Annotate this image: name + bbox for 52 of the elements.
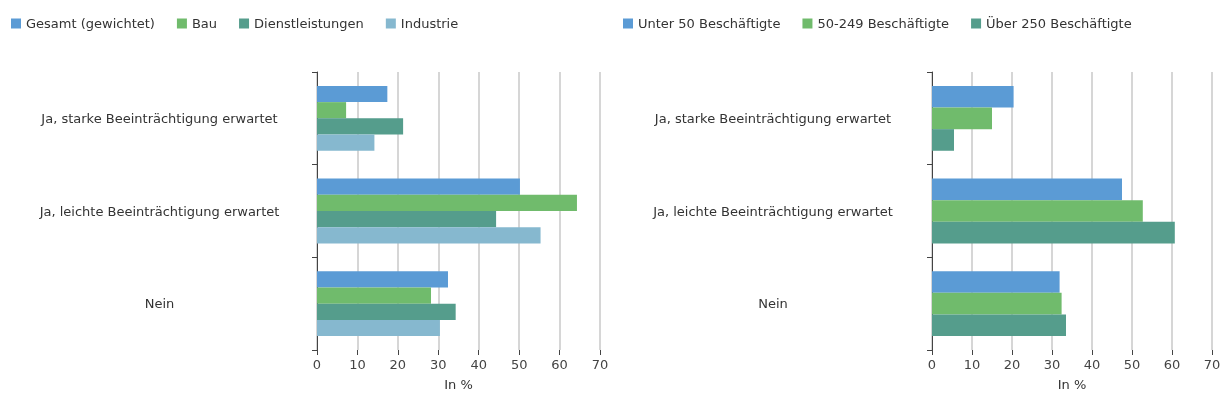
y-tick-label: Nein — [144, 296, 175, 312]
bar — [317, 319, 440, 337]
legend-label: Unter 50 Beschäftigte — [638, 16, 781, 31]
x-tick-label: 70 — [1203, 357, 1221, 372]
bar — [932, 129, 954, 151]
bar — [317, 271, 448, 288]
bar — [317, 102, 347, 119]
legend-label: Über 250 Beschäftigte — [986, 15, 1132, 31]
bar — [317, 303, 456, 320]
bar — [317, 85, 388, 103]
bar — [317, 134, 375, 151]
x-tick-label: 20 — [1003, 357, 1021, 372]
bar — [317, 227, 541, 244]
y-tick-label: Ja, starke Beeinträchtigung erwartet — [653, 110, 892, 126]
bar — [932, 221, 1175, 244]
legend-label: Bau — [191, 16, 218, 31]
bar — [932, 200, 1143, 222]
x-tick-label: 20 — [389, 357, 407, 372]
bar — [932, 314, 1066, 337]
bar — [932, 178, 1122, 201]
bar — [317, 178, 520, 195]
y-tick-label: Ja, starke Beeinträchtigung erwartet — [40, 110, 278, 126]
bar — [317, 287, 432, 304]
x-tick-label: 0 — [312, 357, 322, 372]
bar — [317, 118, 404, 135]
bar — [932, 271, 1060, 293]
x-tick-label: 30 — [1043, 357, 1061, 372]
x-axis-title: In % — [444, 377, 473, 392]
bar — [932, 107, 992, 130]
x-tick-label: 60 — [551, 357, 568, 372]
legend-label: 50-249 Beschäftigte — [817, 16, 950, 31]
x-tick-label: 50 — [1123, 357, 1141, 372]
y-tick-label: Ja, leichte Beeinträchtigung erwartet — [652, 203, 893, 219]
x-tick-label: 10 — [349, 357, 366, 372]
bar — [317, 211, 497, 228]
x-tick-label: 70 — [591, 357, 609, 372]
x-tick-label: 40 — [470, 357, 487, 372]
y-tick-label: Nein — [758, 296, 788, 312]
legend-label: Gesamt (gewichtet) — [26, 16, 155, 31]
x-axis-title: In % — [1057, 377, 1087, 392]
bar — [317, 194, 577, 211]
legend-label: Dienstleistungen — [254, 16, 364, 31]
x-tick-label: 30 — [430, 357, 447, 372]
legend-label: Industrie — [400, 16, 459, 31]
x-tick-label: 60 — [1163, 357, 1181, 372]
x-tick-label: 40 — [1083, 357, 1101, 372]
bar — [932, 292, 1062, 315]
bar — [932, 85, 1014, 108]
x-tick-label: 10 — [963, 357, 981, 372]
x-tick-label: 50 — [510, 357, 528, 372]
y-tick-label: Ja, leichte Beeinträchtigung erwartet — [38, 203, 280, 219]
x-tick-label: 0 — [927, 357, 937, 372]
